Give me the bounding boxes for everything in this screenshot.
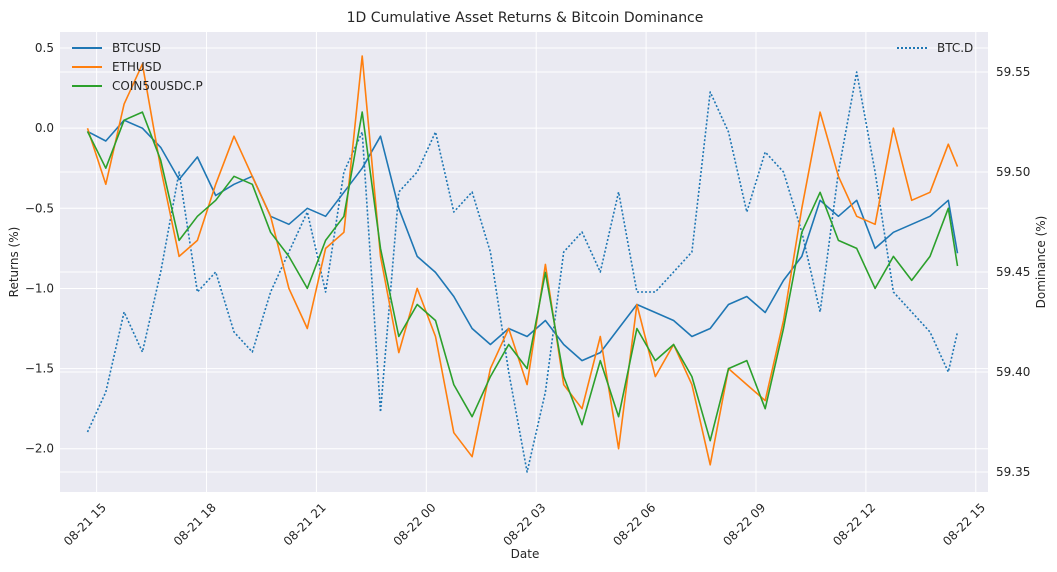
- grid-lines: [60, 32, 988, 492]
- y2-tick-label: 59.40: [996, 365, 1030, 379]
- plot-area: [60, 32, 988, 492]
- y-tick-label: −1.5: [25, 362, 54, 376]
- chart-title: 1D Cumulative Asset Returns & Bitcoin Do…: [347, 10, 704, 26]
- x-tick-label: 08-21 18: [171, 500, 219, 548]
- legend-label-coin50: COIN50USDC.P: [112, 79, 203, 93]
- y-tick-label: 0.0: [35, 121, 54, 135]
- series-line-btcusd: [87, 119, 959, 362]
- y2-axis-label: Dominance (%): [1034, 216, 1048, 309]
- x-tick-label: 08-22 09: [720, 500, 768, 548]
- y-tick-label: −1.0: [25, 281, 54, 295]
- y2-tick-label: 59.55: [996, 65, 1030, 79]
- series-layer: [86, 55, 959, 473]
- x-tick-label: 08-22 06: [610, 500, 658, 548]
- y-axis-label: Returns (%): [7, 227, 21, 298]
- x-tick-label: 08-22 12: [830, 500, 878, 548]
- legend-right: BTC.D: [897, 41, 973, 55]
- x-tick-label: 08-22 00: [391, 500, 439, 548]
- x-tick-label: 08-21 21: [281, 500, 329, 548]
- x-tick-label: 08-21 15: [61, 500, 109, 548]
- series-line-ethusd: [86, 55, 959, 466]
- y-tick-label: 0.5: [35, 41, 54, 55]
- legend-label-ethusd: ETHUSD: [112, 60, 162, 74]
- y2-tick-label: 59.45: [996, 265, 1030, 279]
- y-tick-label: −0.5: [25, 201, 54, 215]
- y-tick-label: −2.0: [25, 442, 54, 456]
- x-tick-label: 08-22 03: [501, 500, 549, 548]
- series-line-coin50usdc-p: [86, 111, 959, 442]
- x-tick-label: 08-22 15: [940, 500, 988, 548]
- legend-left: BTCUSD ETHUSD COIN50USDC.P: [72, 41, 203, 93]
- legend-label-btcusd: BTCUSD: [112, 41, 161, 55]
- x-axis-label: Date: [511, 547, 540, 561]
- y2-tick-label: 59.50: [996, 165, 1030, 179]
- series-line-btc-d: [86, 71, 959, 473]
- legend-label-btcd: BTC.D: [937, 41, 973, 55]
- y2-tick-label: 59.35: [996, 465, 1030, 479]
